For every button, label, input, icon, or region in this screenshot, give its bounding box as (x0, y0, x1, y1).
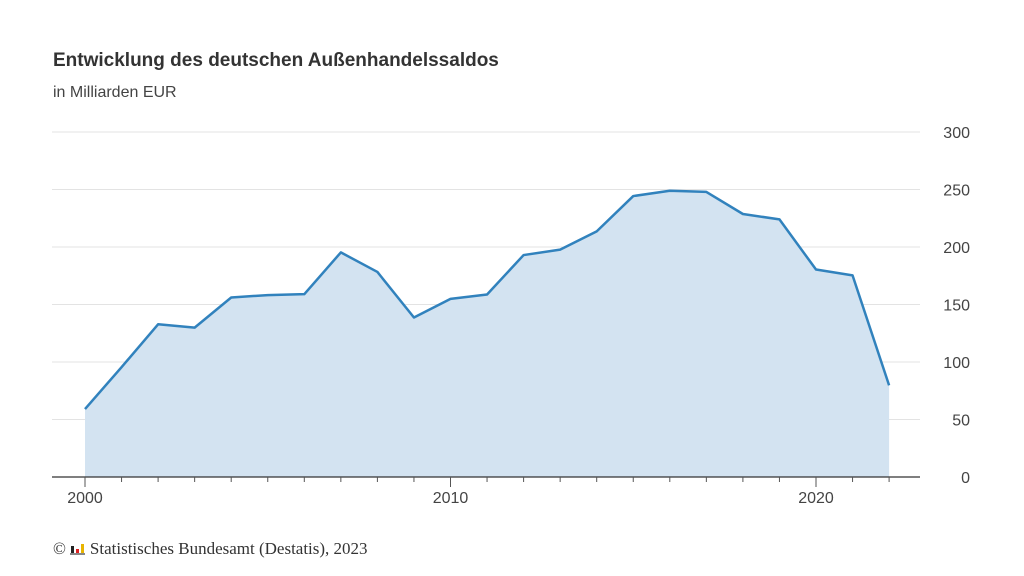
destatis-logo-icon (69, 544, 85, 555)
y-tick-label: 150 (943, 298, 970, 315)
y-tick-label: 50 (952, 413, 970, 430)
x-tick-label: 2010 (433, 490, 469, 507)
series-line (84, 189, 891, 410)
chart-title: Entwicklung des deutschen Außenhandelssa… (53, 50, 499, 71)
copyright-symbol: © (53, 539, 66, 558)
y-tick-label: 300 (943, 125, 970, 142)
y-tick-label: 250 (943, 183, 970, 200)
y-tick-label: 200 (943, 240, 970, 257)
source-text: Statistisches Bundesamt (Destatis), 2023 (89, 539, 368, 558)
x-tick-label: 2000 (67, 490, 103, 507)
chart-subtitle: in Milliarden EUR (53, 84, 177, 101)
y-tick-label: 100 (943, 355, 970, 372)
x-tick-label: 2020 (798, 490, 834, 507)
y-tick-label: 0 (961, 470, 970, 487)
source-footer: © Statistisches Bundesamt (Destatis), 20… (53, 539, 368, 559)
area-fill (85, 190, 890, 477)
